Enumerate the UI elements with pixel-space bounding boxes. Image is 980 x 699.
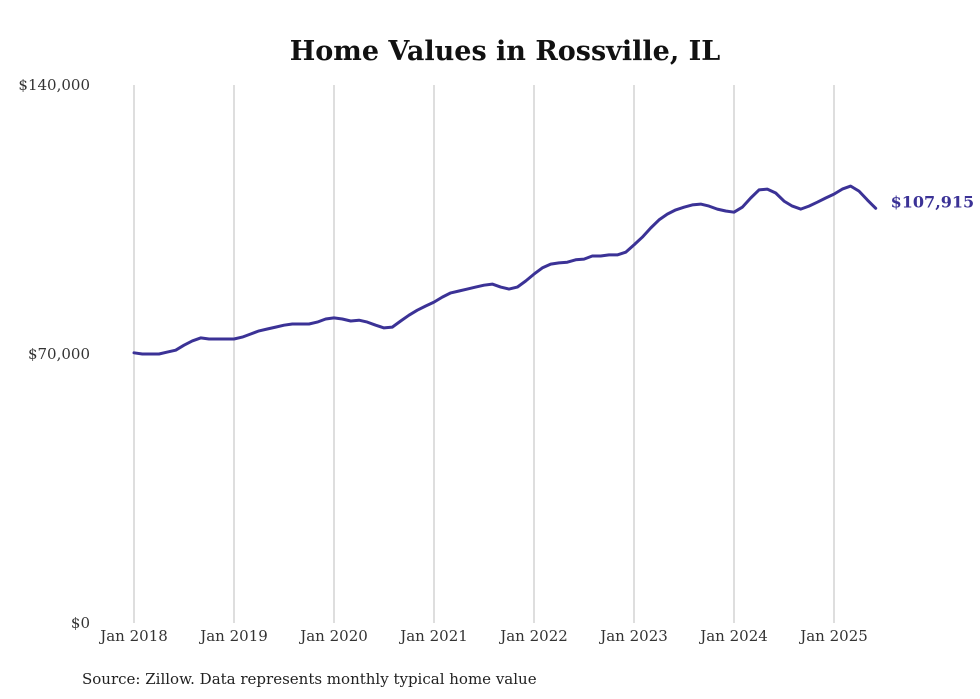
- source-note: Source: Zillow. Data represents monthly …: [82, 670, 537, 688]
- x-tick-label: Jan 2025: [798, 627, 868, 645]
- end-value-label: $107,915: [891, 192, 975, 211]
- y-tick-label: $70,000: [28, 345, 90, 363]
- series-line: [132, 184, 878, 356]
- gridlines: [133, 85, 835, 623]
- x-tick-label: Jan 2019: [198, 627, 268, 645]
- x-tick-label: Jan 2023: [598, 627, 668, 645]
- x-tick-label: Jan 2020: [298, 627, 368, 645]
- y-tick-label: $0: [71, 614, 90, 632]
- y-axis: $0 $70,000 $140,000: [18, 76, 90, 632]
- chart-title: Home Values in Rossville, IL: [290, 36, 720, 67]
- x-tick-label: Jan 2022: [498, 627, 568, 645]
- x-tick-label: Jan 2024: [698, 627, 768, 645]
- y-tick-label: $140,000: [18, 76, 90, 94]
- x-tick-label: Jan 2021: [398, 627, 468, 645]
- x-tick-label: Jan 2018: [98, 627, 168, 645]
- x-axis: Jan 2018 Jan 2019 Jan 2020 Jan 2021 Jan 2022…: [98, 627, 868, 645]
